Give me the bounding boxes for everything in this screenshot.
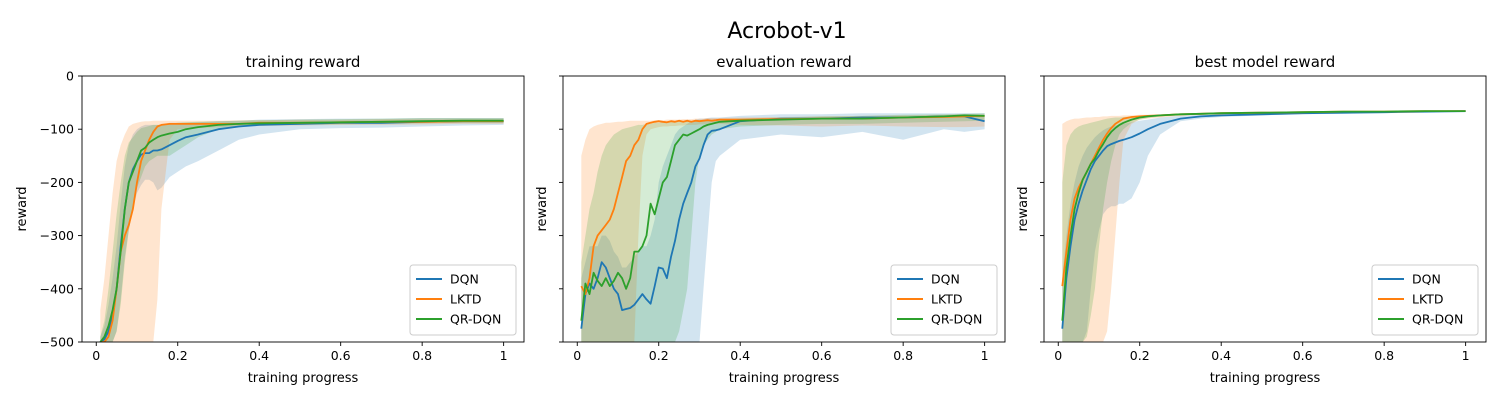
band-lktd — [100, 118, 504, 342]
legend-label: QR-DQN — [450, 312, 501, 327]
legend-box — [409, 264, 517, 336]
x-axis-label: training progress — [1210, 371, 1321, 386]
line-dqn — [1061, 110, 1466, 329]
y-axis-label: reward — [1016, 186, 1031, 231]
band-lktd — [581, 114, 985, 342]
x-tick-label: 0.6 — [1293, 348, 1313, 363]
plot-area — [580, 113, 985, 342]
x-tick-label: 0.8 — [412, 348, 432, 363]
legend-label: DQN — [1412, 272, 1441, 287]
line-lktd — [580, 115, 985, 296]
x-axis-label: training progress — [729, 371, 840, 386]
y-axis-label: reward — [535, 186, 550, 231]
legend-box — [1371, 264, 1479, 336]
line-qr-dqn — [99, 119, 504, 342]
y-tick-label: −200 — [40, 175, 74, 190]
x-tick-label: 1 — [981, 348, 989, 363]
band-qr-dqn — [100, 118, 504, 342]
legend-label: LKTD — [1412, 292, 1443, 307]
band-qr-dqn — [581, 113, 985, 342]
legend-label: QR-DQN — [931, 312, 982, 327]
legend-label: QR-DQN — [1412, 312, 1463, 327]
y-axis-label: reward — [15, 186, 30, 231]
x-tick-label: 0.2 — [1130, 348, 1150, 363]
chart-panel: best model reward 0 0.2 0.4 0.6 0.8 1 training … — [1016, 53, 1487, 386]
line-qr-dqn — [580, 114, 985, 321]
legend: DQN LKTD QR-DQN — [890, 264, 998, 336]
line-qr-dqn — [1061, 110, 1466, 321]
x-tick-label: 0.4 — [1211, 348, 1231, 363]
y-tick-label: −400 — [40, 281, 74, 296]
band-dqn — [100, 118, 504, 342]
x-axis-label: training progress — [248, 371, 359, 386]
x-tick-label: 1 — [1462, 348, 1470, 363]
y-tick-label: −100 — [40, 122, 74, 137]
chart-panel: training reward 0 0.2 0.4 0.6 0.8 1 0 −100 −200 −3… — [15, 53, 525, 386]
x-tick-label: 0.8 — [893, 348, 913, 363]
y-tick-label: −300 — [40, 228, 74, 243]
axes-frame — [81, 75, 525, 343]
band-dqn — [1062, 110, 1466, 342]
x-tick-label: 0.2 — [168, 348, 188, 363]
x-tick-label: 0.6 — [331, 348, 351, 363]
legend-box — [890, 264, 998, 336]
x-tick-label: 0 — [573, 348, 581, 363]
plot-area — [1061, 110, 1466, 342]
band-lktd — [1062, 110, 1466, 342]
figure-title: Acrobot-v1 — [727, 19, 846, 44]
x-tick-label: 0.4 — [730, 348, 750, 363]
band-dqn — [581, 113, 985, 342]
x-tick-label: 0.6 — [812, 348, 832, 363]
x-tick-label: 1 — [500, 348, 508, 363]
x-tick-label: 0 — [92, 348, 100, 363]
legend-label: LKTD — [931, 292, 962, 307]
x-tick-label: 0 — [1054, 348, 1062, 363]
x-tick-label: 0.4 — [249, 348, 269, 363]
axes-frame — [1043, 75, 1487, 343]
legend-label: DQN — [931, 272, 960, 287]
x-tick-label: 0.2 — [649, 348, 669, 363]
legend: DQN LKTD QR-DQN — [409, 264, 517, 336]
legend: DQN LKTD QR-DQN — [1371, 264, 1479, 336]
chart-title: best model reward — [1195, 53, 1336, 71]
chart-title: evaluation reward — [716, 53, 852, 71]
band-qr-dqn — [1062, 110, 1466, 342]
legend-label: DQN — [450, 272, 479, 287]
panels: training reward 0 0.2 0.4 0.6 0.8 1 0 −100 −200 −3… — [15, 53, 1487, 386]
chart-title: training reward — [246, 53, 361, 71]
y-tick-label: −500 — [40, 335, 74, 350]
legend-label: LKTD — [450, 292, 481, 307]
plot-area — [99, 118, 504, 342]
y-tick-label: 0 — [66, 69, 74, 84]
chart-panel: evaluation reward 0 0.2 0.4 0.6 0.8 1 training … — [535, 53, 1006, 386]
axes-frame — [562, 75, 1006, 343]
x-tick-label: 0.8 — [1374, 348, 1394, 363]
